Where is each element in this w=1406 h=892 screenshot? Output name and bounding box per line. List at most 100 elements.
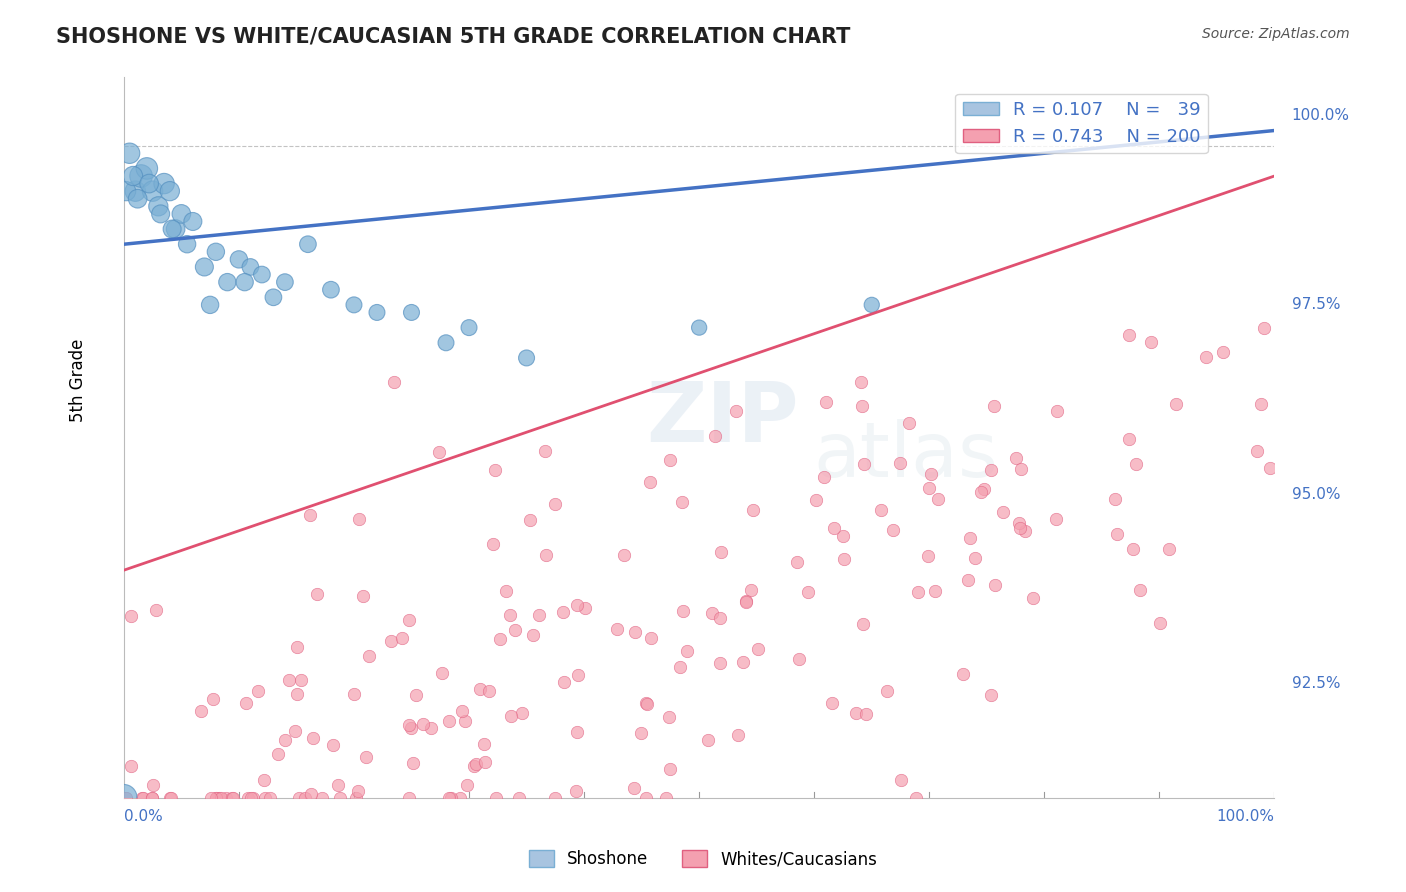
Point — [468, 681, 491, 696]
Point — [398, 613, 420, 627]
Point — [544, 497, 567, 511]
Point — [204, 790, 226, 805]
Point — [149, 207, 172, 221]
Point — [239, 790, 262, 805]
Point — [832, 552, 855, 566]
Point — [347, 784, 370, 798]
Text: ZIP: ZIP — [645, 378, 799, 459]
Point — [823, 520, 845, 534]
Point — [735, 595, 758, 609]
Point — [193, 260, 215, 274]
Point — [401, 756, 423, 770]
Point — [285, 688, 308, 702]
Point — [357, 649, 380, 664]
Text: 95.0%: 95.0% — [1292, 487, 1340, 502]
Point — [352, 589, 374, 603]
Point — [142, 779, 165, 793]
Point — [688, 320, 710, 334]
Point — [1005, 451, 1028, 466]
Point — [380, 633, 402, 648]
Point — [160, 222, 183, 236]
Point — [208, 790, 231, 805]
Point — [1008, 516, 1031, 530]
Point — [472, 737, 495, 751]
Point — [501, 709, 523, 723]
Point — [659, 763, 682, 777]
Point — [640, 475, 662, 489]
Point — [672, 604, 695, 618]
Point — [412, 717, 434, 731]
Point — [343, 687, 366, 701]
Point — [851, 375, 873, 389]
Point — [278, 673, 301, 687]
Point — [567, 598, 589, 612]
Point — [221, 790, 243, 805]
Point — [924, 583, 946, 598]
Point — [198, 298, 221, 312]
Point — [551, 605, 574, 619]
Point — [176, 237, 198, 252]
Point — [131, 790, 153, 805]
Point — [120, 608, 142, 623]
Point — [522, 628, 544, 642]
Point — [135, 161, 157, 176]
Point — [700, 606, 723, 620]
Point — [821, 696, 844, 710]
Point — [346, 790, 368, 805]
Point — [302, 731, 325, 745]
Point — [145, 602, 167, 616]
Point — [131, 790, 153, 805]
Point — [640, 631, 662, 645]
Point — [636, 698, 658, 712]
Point — [654, 790, 676, 805]
Point — [215, 790, 238, 805]
Point — [347, 512, 370, 526]
Point — [735, 594, 758, 608]
Point — [658, 453, 681, 467]
Point — [456, 778, 478, 792]
Point — [238, 790, 260, 805]
Point — [138, 177, 160, 191]
Point — [1107, 527, 1129, 541]
Point — [1008, 521, 1031, 535]
Point — [129, 169, 152, 183]
Point — [630, 726, 652, 740]
Point — [159, 790, 181, 805]
Point — [294, 790, 316, 805]
Point — [328, 778, 350, 792]
Point — [709, 611, 731, 625]
Text: 5th Grade: 5th Grade — [69, 339, 87, 423]
Point — [419, 721, 441, 735]
Point — [920, 467, 942, 482]
Point — [439, 790, 461, 805]
Point — [973, 482, 995, 496]
Point — [190, 704, 212, 718]
Point — [391, 632, 413, 646]
Point — [1125, 457, 1147, 471]
Point — [804, 492, 827, 507]
Point — [1010, 462, 1032, 476]
Point — [366, 305, 388, 319]
Point — [450, 704, 472, 718]
Point — [454, 714, 477, 728]
Point — [115, 184, 138, 198]
Point — [905, 790, 928, 805]
Point — [1022, 591, 1045, 606]
Point — [430, 665, 453, 680]
Point — [202, 691, 225, 706]
Legend: Shoshone, Whites/Caucasians: Shoshone, Whites/Caucasians — [522, 843, 884, 875]
Point — [956, 573, 979, 587]
Point — [984, 578, 1007, 592]
Point — [1045, 512, 1067, 526]
Point — [274, 732, 297, 747]
Point — [898, 417, 921, 431]
Point — [382, 375, 405, 389]
Point — [703, 429, 725, 443]
Point — [832, 529, 855, 543]
Point — [253, 790, 276, 805]
Point — [815, 395, 838, 409]
Point — [1194, 351, 1216, 365]
Point — [114, 790, 136, 805]
Point — [510, 706, 533, 720]
Point — [907, 584, 929, 599]
